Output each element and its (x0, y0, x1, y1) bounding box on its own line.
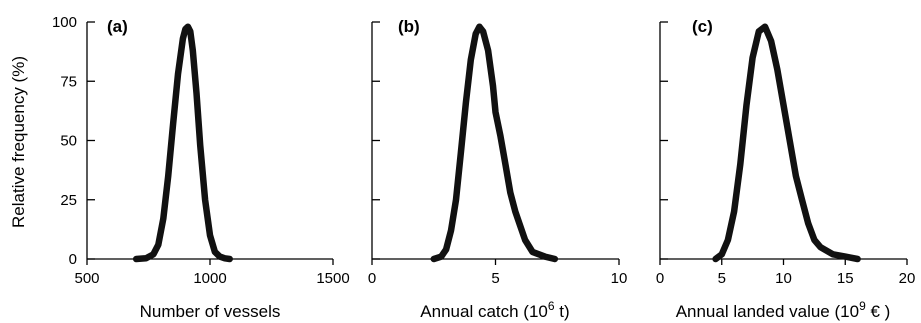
x-tick-label: 10 (775, 270, 792, 287)
x-tick-label: 15 (837, 270, 854, 287)
y-tick-label: 75 (60, 73, 77, 90)
x-axis-title: Annual landed value (109 € ) (676, 299, 891, 321)
distribution-curve (132, 23, 233, 263)
x-tick-label: 1000 (193, 270, 226, 287)
y-tick-label: 100 (52, 14, 77, 31)
panel-label: (c) (692, 17, 713, 36)
y-axis-title: Relative frequency (%) (9, 56, 28, 228)
distribution-curve (430, 23, 559, 263)
x-tick-label: 10 (611, 270, 628, 287)
x-tick-label: 5 (718, 270, 726, 287)
y-tick-label: 0 (69, 251, 77, 268)
panel-1: 0 25 50 75 100 500 1000 1500 Number of vessels (a… (52, 14, 350, 321)
y-tick-label: 50 (60, 133, 77, 150)
panel-label: (b) (398, 17, 420, 36)
x-axis-title: Annual catch (106 t) (420, 299, 569, 321)
panel-label: (a) (107, 17, 128, 36)
x-tick-label: 0 (368, 270, 376, 287)
y-tick-label: 25 (60, 192, 77, 209)
x-tick-label: 20 (899, 270, 916, 287)
panel-3: 0 5 10 15 20 Annual landed value (109 € ) (c) (656, 17, 916, 321)
x-tick-label: 0 (656, 270, 664, 287)
x-axis-title: Number of vessels (140, 302, 281, 321)
x-tick-label: 1500 (316, 270, 349, 287)
distribution-curve (712, 23, 861, 263)
panel-2: 0 5 10 Annual catch (106 t) (b) (368, 17, 628, 321)
x-tick-label: 500 (74, 270, 99, 287)
x-tick-label: 5 (491, 270, 499, 287)
